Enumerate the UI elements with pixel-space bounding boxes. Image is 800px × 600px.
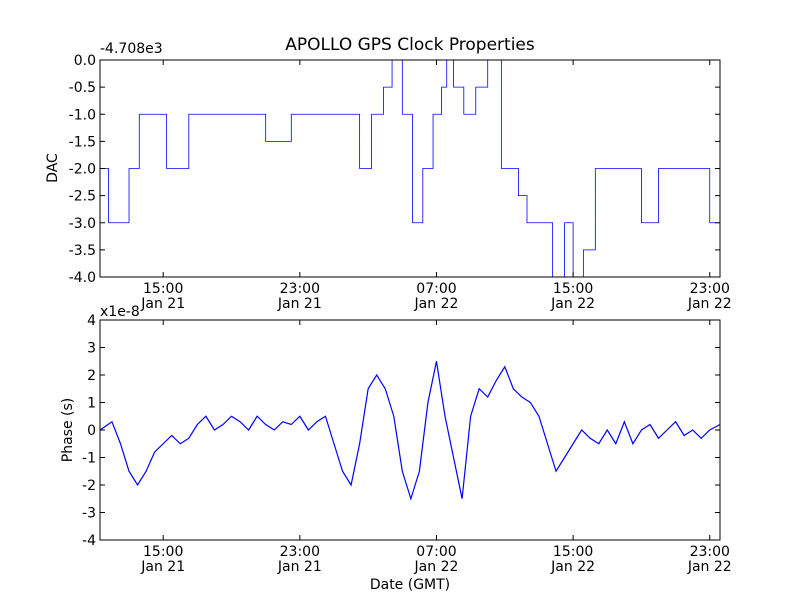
dac-x-tick-time: 23:00 (280, 281, 320, 297)
phase-x-tick-time: 07:00 (416, 544, 456, 560)
phase-y-tick-label: -2 (82, 478, 96, 494)
phase-y-tick-label: 2 (87, 368, 96, 384)
dac-y-tick-label: -1.5 (69, 134, 96, 150)
phase-y-tick-label: 4 (87, 313, 96, 329)
dac-y-tick-label: -2.0 (69, 162, 96, 178)
phase-y-tick-label: 0 (87, 423, 96, 439)
phase-y-tick-label: 1 (87, 396, 96, 412)
dac-offset-label: -4.708e3 (100, 41, 163, 57)
dac-y-tick-label: 0.0 (74, 53, 96, 69)
dac-y-tick-label: -1.0 (69, 107, 96, 123)
phase-x-tick-time: 15:00 (143, 544, 183, 560)
dac-x-tick-date: Jan 22 (550, 296, 595, 312)
dac-panel: -4.708e3 DAC 0.0 -0.5 -1.0 -1.5 -2.0 -2.5 -3.0… (45, 41, 732, 312)
dac-series-line (100, 60, 720, 277)
phase-y-tick-label: -4 (82, 533, 96, 549)
dac-x-tick-time: 15:00 (553, 281, 593, 297)
dac-x-tick-time: 23:00 (690, 281, 730, 297)
phase-x-tick-date: Jan 22 (414, 559, 459, 575)
phase-x-tick-date: Jan 22 (687, 559, 732, 575)
phase-panel: x1e-8 Phase (s) Date (GMT) 4 3 2 1 0 -1 -2 -3 -4… (60, 304, 732, 593)
phase-x-tick-time: 23:00 (280, 544, 320, 560)
phase-offset-label: x1e-8 (100, 304, 140, 320)
dac-y-tick-label: -2.5 (69, 189, 96, 205)
chart-title: APOLLO GPS Clock Properties (285, 35, 535, 55)
dac-y-axis-label: DAC (45, 153, 61, 183)
phase-y-tick-label: 3 (87, 341, 96, 357)
dac-y-tick-label: -3.0 (69, 216, 96, 232)
phase-plot-area (100, 361, 720, 501)
phase-x-tick-date: Jan 21 (277, 559, 322, 575)
dac-x-tick-date: Jan 21 (277, 296, 322, 312)
dac-plot-area (100, 60, 720, 277)
phase-series-line (100, 361, 720, 501)
phase-x-tick-time: 15:00 (553, 544, 593, 560)
phase-y-axis-label: Phase (s) (60, 398, 76, 462)
dac-y-tick-label: -3.5 (69, 243, 96, 259)
phase-y-tick-label: -1 (82, 451, 96, 467)
dac-x-tick-date: Jan 22 (414, 296, 459, 312)
phase-y-tick-label: -3 (82, 506, 96, 522)
dac-x-tick-date: Jan 22 (687, 296, 732, 312)
dac-x-tick-time: 15:00 (143, 281, 183, 297)
dac-x-tick-date: Jan 21 (140, 296, 185, 312)
phase-x-tick-time: 23:00 (690, 544, 730, 560)
phase-x-axis-label: Date (GMT) (370, 577, 450, 593)
dac-y-tick-label: -0.5 (69, 80, 96, 96)
dac-x-tick-time: 07:00 (416, 281, 456, 297)
phase-x-tick-date: Jan 21 (140, 559, 185, 575)
phase-x-tick-date: Jan 22 (550, 559, 595, 575)
dac-y-tick-label: -4.0 (69, 270, 96, 286)
